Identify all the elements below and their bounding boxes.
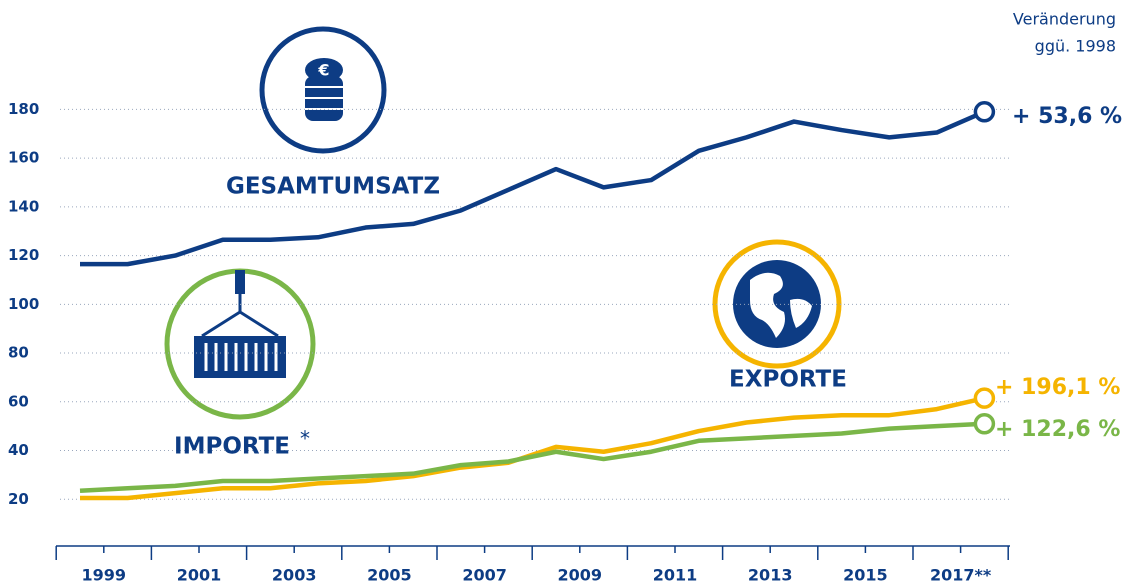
y-tick-label: 60 bbox=[8, 392, 29, 410]
y-tick-label: 20 bbox=[8, 490, 29, 508]
change-label: + 122,6 % bbox=[995, 417, 1120, 442]
series-name: EXPORTE bbox=[729, 367, 847, 393]
y-tick-label: 160 bbox=[8, 149, 39, 167]
x-tick-label: 2005 bbox=[367, 566, 412, 585]
y-tick-label: 100 bbox=[8, 295, 39, 313]
x-tick-label: 2015 bbox=[843, 566, 888, 585]
change-label: + 196,1 % bbox=[995, 375, 1120, 400]
x-tick-label: 2009 bbox=[558, 566, 603, 585]
series-name: GESAMTUMSATZ bbox=[226, 174, 440, 200]
series-name: IMPORTE bbox=[174, 434, 290, 460]
footnote-mark: * bbox=[300, 427, 310, 451]
x-tick-label: 2011 bbox=[653, 566, 698, 585]
x-tick-label: 2007 bbox=[462, 566, 507, 585]
note: ggü. 1998 bbox=[1035, 37, 1116, 56]
y-tick-label: 80 bbox=[8, 344, 29, 362]
x-tick-label: 2001 bbox=[177, 566, 222, 585]
note: Veränderung bbox=[1013, 10, 1116, 29]
svg-text:€: € bbox=[317, 61, 329, 80]
change-label: + 53,6 % bbox=[1012, 104, 1122, 129]
coins-icon: € bbox=[259, 26, 387, 154]
x-tick-label: 2013 bbox=[748, 566, 793, 585]
series-line bbox=[79, 421, 985, 493]
container-icon bbox=[164, 268, 316, 420]
globe-icon bbox=[712, 239, 842, 369]
x-tick-label: 2003 bbox=[272, 566, 317, 585]
y-tick-label: 180 bbox=[8, 100, 39, 118]
end-marker bbox=[973, 101, 996, 123]
x-tick-label: 1999 bbox=[82, 566, 127, 585]
end-marker bbox=[973, 412, 996, 435]
y-tick-label: 140 bbox=[8, 197, 39, 215]
y-tick-label: 120 bbox=[8, 246, 39, 264]
x-tick-label: 2017** bbox=[930, 566, 992, 585]
y-tick-label: 40 bbox=[8, 441, 29, 459]
end-marker bbox=[973, 387, 996, 409]
series-line bbox=[80, 109, 986, 267]
